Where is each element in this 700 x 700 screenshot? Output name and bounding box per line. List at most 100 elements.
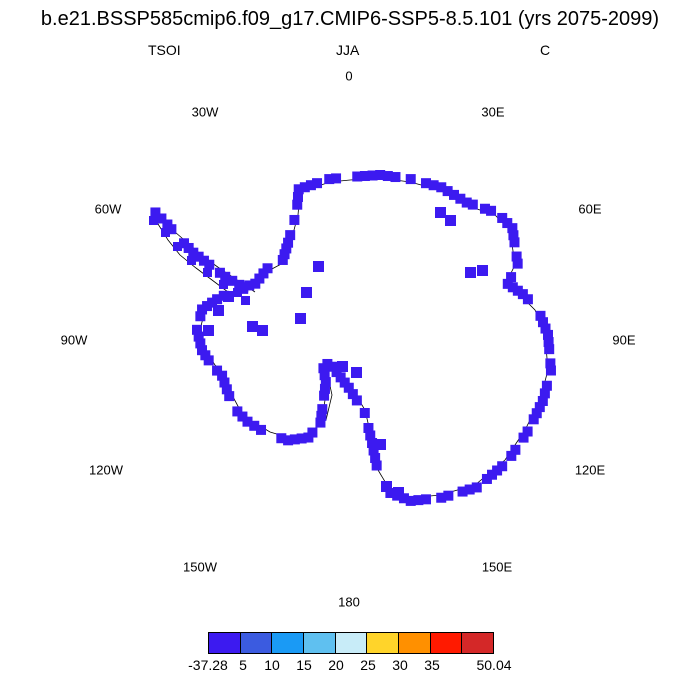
lon-label-150e: 150E — [481, 559, 513, 575]
tsoi-cell — [510, 444, 521, 455]
colorbar-label: 20 — [328, 657, 344, 673]
tsoi-cell — [220, 271, 231, 282]
tsoi-cell — [436, 492, 447, 503]
tsoi-cell — [331, 173, 342, 184]
tsoi-cell — [289, 214, 300, 225]
tsoi-cell — [370, 452, 381, 463]
tsoi-cell — [250, 278, 261, 289]
lon-label-180: 180 — [338, 594, 360, 610]
tsoi-cell — [497, 461, 508, 472]
tsoi-cell — [352, 171, 363, 182]
tsoi-cell — [455, 193, 466, 204]
tsoi-cell — [197, 345, 208, 356]
tsoi-cell — [258, 268, 269, 279]
tsoi-cell — [518, 432, 529, 443]
lon-label-90e: 90E — [612, 332, 636, 348]
tsoi-cell — [339, 377, 350, 388]
tsoi-cell — [467, 199, 478, 210]
tsoi-cell — [221, 384, 232, 395]
tsoi-cell — [435, 207, 446, 218]
tsoi-cell — [202, 301, 213, 312]
tsoi-cell — [337, 361, 348, 372]
tsoi-cell — [449, 189, 460, 200]
colorbar-swatch — [462, 633, 494, 653]
tsoi-cell — [292, 199, 303, 210]
tsoi-cell — [413, 495, 424, 506]
season-label: JJA — [336, 42, 360, 58]
tsoi-cell — [212, 294, 223, 305]
tsoi-cell — [150, 207, 161, 218]
tsoi-cell — [213, 305, 224, 316]
colorbar-label: 5 — [239, 657, 247, 673]
tsoi-cell — [295, 313, 306, 324]
tsoi-cell — [203, 325, 214, 336]
tsoi-cell — [390, 172, 401, 183]
tsoi-cell — [512, 285, 523, 296]
tsoi-cell — [522, 426, 533, 437]
lon-label-120e: 120E — [574, 462, 606, 478]
tsoi-cell — [212, 365, 223, 376]
tsoi-cell — [281, 243, 292, 254]
tsoi-cell — [508, 230, 519, 241]
tsoi-cell — [198, 255, 209, 266]
tsoi-cell — [244, 280, 255, 291]
tsoi-cell — [351, 395, 362, 406]
colorbar-swatch — [240, 633, 273, 653]
tsoi-cell — [368, 445, 379, 456]
tsoi-cell — [543, 337, 554, 348]
colorbar-label: 35 — [424, 657, 440, 673]
tsoi-cell — [382, 171, 393, 182]
tsoi-cell — [324, 174, 335, 185]
tsoi-cell — [375, 439, 386, 450]
tsoi-cell — [303, 432, 314, 443]
tsoi-cell — [363, 422, 374, 433]
tsoi-cell — [319, 370, 330, 381]
tsoi-cell — [262, 263, 273, 274]
tsoi-cell — [507, 282, 518, 293]
tsoi-cell — [511, 251, 522, 262]
tsoi-cell — [319, 383, 330, 394]
tsoi-cell — [506, 272, 517, 283]
tsoi-cell — [436, 182, 447, 193]
lon-label-0: 0 — [345, 68, 353, 84]
tsoi-cell — [237, 411, 248, 422]
tsoi-cell — [242, 416, 253, 427]
tsoi-cell — [535, 310, 546, 321]
colorbar-label: 10 — [264, 657, 280, 673]
tsoi-cell — [502, 218, 513, 229]
tsoi-cell — [200, 350, 211, 361]
tsoi-cell — [277, 254, 288, 265]
tsoi-cell — [428, 180, 439, 191]
tsoi-cell — [541, 380, 552, 391]
tsoi-cell — [283, 435, 294, 446]
tsoi-cell — [486, 205, 497, 216]
tsoi-cell — [497, 212, 508, 223]
tsoi-cell — [398, 493, 409, 504]
tsoi-cell — [502, 278, 513, 289]
tsoi-cell — [359, 171, 370, 182]
tsoi-cell — [367, 437, 378, 448]
tsoi-cell — [537, 395, 548, 406]
tsoi-cell — [477, 265, 488, 276]
tsoi-cell — [257, 325, 268, 336]
tsoi-cell — [545, 365, 556, 376]
tsoi-cell — [540, 323, 551, 334]
tsoi-cell — [315, 417, 326, 428]
tsoi-cell — [465, 267, 476, 278]
tsoi-cell — [289, 434, 300, 445]
lon-label-150w: 150W — [183, 559, 217, 575]
tsoi-cell — [173, 242, 182, 251]
tsoi-cell — [365, 430, 376, 441]
tsoi-cell — [445, 215, 456, 226]
tsoi-cell — [385, 487, 396, 498]
tsoi-cell — [285, 230, 296, 241]
tsoi-cell — [319, 390, 330, 401]
lon-label-30e: 30E — [481, 104, 505, 120]
tsoi-cell — [195, 311, 206, 322]
tsoi-cell — [443, 490, 454, 501]
tsoi-cell — [193, 251, 204, 262]
colorbar-label: -37.28 — [188, 657, 228, 673]
colorbar-swatch — [272, 633, 305, 653]
colorbar-swatch — [209, 633, 241, 653]
